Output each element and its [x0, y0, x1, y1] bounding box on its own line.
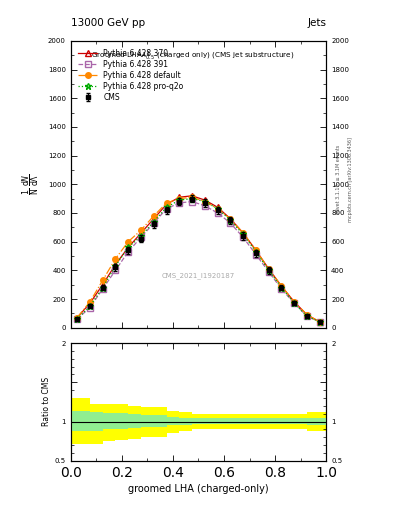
Pythia 6.428 391 [190, 199, 195, 205]
Pythia 6.428 370 [88, 300, 92, 306]
Pythia 6.428 default [88, 299, 92, 305]
Pythia 6.428 default [253, 247, 258, 253]
Pythia 6.428 default [241, 230, 246, 236]
Pythia 6.428 pro-q2o [113, 263, 118, 269]
Text: mcplots.cern.ch [arXiv:1306.3436]: mcplots.cern.ch [arXiv:1306.3436] [348, 137, 353, 222]
Pythia 6.428 pro-q2o [305, 313, 309, 319]
Pythia 6.428 default [228, 216, 233, 222]
Pythia 6.428 370 [139, 230, 143, 236]
Y-axis label: Ratio to CMS: Ratio to CMS [42, 377, 51, 426]
Pythia 6.428 default [177, 196, 182, 202]
Pythia 6.428 370 [151, 216, 156, 222]
Pythia 6.428 default [151, 213, 156, 219]
Pythia 6.428 default [126, 239, 130, 245]
Pythia 6.428 default [113, 256, 118, 262]
Pythia 6.428 default [139, 227, 143, 233]
Pythia 6.428 pro-q2o [151, 219, 156, 225]
Line: Pythia 6.428 391: Pythia 6.428 391 [74, 199, 323, 325]
Pythia 6.428 391 [126, 249, 130, 255]
Pythia 6.428 391 [113, 267, 118, 273]
Pythia 6.428 pro-q2o [177, 197, 182, 203]
Pythia 6.428 pro-q2o [292, 300, 297, 306]
Pythia 6.428 370 [202, 197, 207, 203]
Pythia 6.428 pro-q2o [266, 267, 271, 273]
Pythia 6.428 default [164, 200, 169, 206]
Pythia 6.428 pro-q2o [190, 196, 195, 202]
Pythia 6.428 370 [190, 193, 195, 199]
Pythia 6.428 391 [164, 206, 169, 212]
Pythia 6.428 391 [279, 286, 284, 292]
Pythia 6.428 370 [279, 283, 284, 289]
Pythia 6.428 pro-q2o [228, 217, 233, 223]
Pythia 6.428 370 [113, 262, 118, 268]
Pythia 6.428 pro-q2o [279, 285, 284, 291]
Pythia 6.428 default [279, 283, 284, 289]
Pythia 6.428 pro-q2o [318, 319, 322, 325]
Pythia 6.428 default [100, 278, 105, 284]
Pythia 6.428 391 [253, 251, 258, 258]
Legend: Pythia 6.428 370, Pythia 6.428 391, Pythia 6.428 default, Pythia 6.428 pro-q2o, : Pythia 6.428 370, Pythia 6.428 391, Pyth… [76, 47, 186, 104]
Pythia 6.428 default [266, 266, 271, 272]
Pythia 6.428 370 [305, 312, 309, 318]
Line: Pythia 6.428 default: Pythia 6.428 default [74, 195, 323, 325]
Pythia 6.428 391 [88, 305, 92, 311]
Pythia 6.428 391 [305, 313, 309, 319]
Pythia 6.428 370 [215, 204, 220, 210]
Pythia 6.428 pro-q2o [100, 285, 105, 291]
Pythia 6.428 default [318, 319, 322, 325]
Pythia 6.428 391 [139, 234, 143, 241]
Line: Pythia 6.428 pro-q2o: Pythia 6.428 pro-q2o [73, 195, 323, 326]
Text: Jets: Jets [307, 18, 326, 28]
Text: 13000 GeV pp: 13000 GeV pp [71, 18, 145, 28]
Y-axis label: $\frac{1}{\mathrm{N}}\,\frac{\mathrm{d}N}{\mathrm{d}\Lambda}$: $\frac{1}{\mathrm{N}}\,\frac{\mathrm{d}N… [21, 174, 42, 195]
Pythia 6.428 370 [75, 314, 79, 321]
Pythia 6.428 391 [241, 234, 246, 241]
Pythia 6.428 391 [266, 269, 271, 275]
Pythia 6.428 370 [126, 244, 130, 250]
Pythia 6.428 370 [241, 230, 246, 236]
Pythia 6.428 pro-q2o [88, 303, 92, 309]
Pythia 6.428 default [75, 314, 79, 321]
X-axis label: groomed LHA (charged-only): groomed LHA (charged-only) [128, 484, 269, 494]
Pythia 6.428 391 [100, 286, 105, 292]
Pythia 6.428 370 [318, 319, 322, 325]
Pythia 6.428 default [190, 194, 195, 200]
Pythia 6.428 pro-q2o [75, 316, 79, 322]
Pythia 6.428 391 [228, 220, 233, 226]
Pythia 6.428 pro-q2o [241, 231, 246, 238]
Pythia 6.428 pro-q2o [253, 249, 258, 255]
Text: Rivet 3.1.10, ≥ 3.1M events: Rivet 3.1.10, ≥ 3.1M events [336, 145, 341, 214]
Pythia 6.428 pro-q2o [202, 199, 207, 205]
Pythia 6.428 391 [177, 200, 182, 206]
Pythia 6.428 default [292, 299, 297, 305]
Pythia 6.428 370 [164, 201, 169, 207]
Text: Groomed LHA$\lambda^{1}_{0.5}$ (charged only) (CMS jet substructure): Groomed LHA$\lambda^{1}_{0.5}$ (charged … [91, 50, 295, 63]
Pythia 6.428 370 [177, 194, 182, 200]
Pythia 6.428 370 [253, 247, 258, 253]
Pythia 6.428 391 [151, 220, 156, 226]
Pythia 6.428 370 [100, 282, 105, 288]
Pythia 6.428 370 [266, 266, 271, 272]
Pythia 6.428 default [202, 199, 207, 205]
Pythia 6.428 pro-q2o [164, 204, 169, 210]
Pythia 6.428 391 [202, 203, 207, 209]
Pythia 6.428 391 [75, 316, 79, 322]
Pythia 6.428 370 [228, 216, 233, 222]
Pythia 6.428 default [215, 206, 220, 212]
Pythia 6.428 pro-q2o [139, 233, 143, 239]
Text: CMS_2021_I1920187: CMS_2021_I1920187 [162, 273, 235, 280]
Pythia 6.428 391 [318, 319, 322, 325]
Pythia 6.428 370 [292, 299, 297, 305]
Pythia 6.428 391 [292, 300, 297, 306]
Pythia 6.428 pro-q2o [215, 206, 220, 212]
Pythia 6.428 default [305, 312, 309, 318]
Pythia 6.428 pro-q2o [126, 244, 130, 250]
Line: Pythia 6.428 370: Pythia 6.428 370 [74, 193, 323, 325]
Pythia 6.428 391 [215, 210, 220, 216]
